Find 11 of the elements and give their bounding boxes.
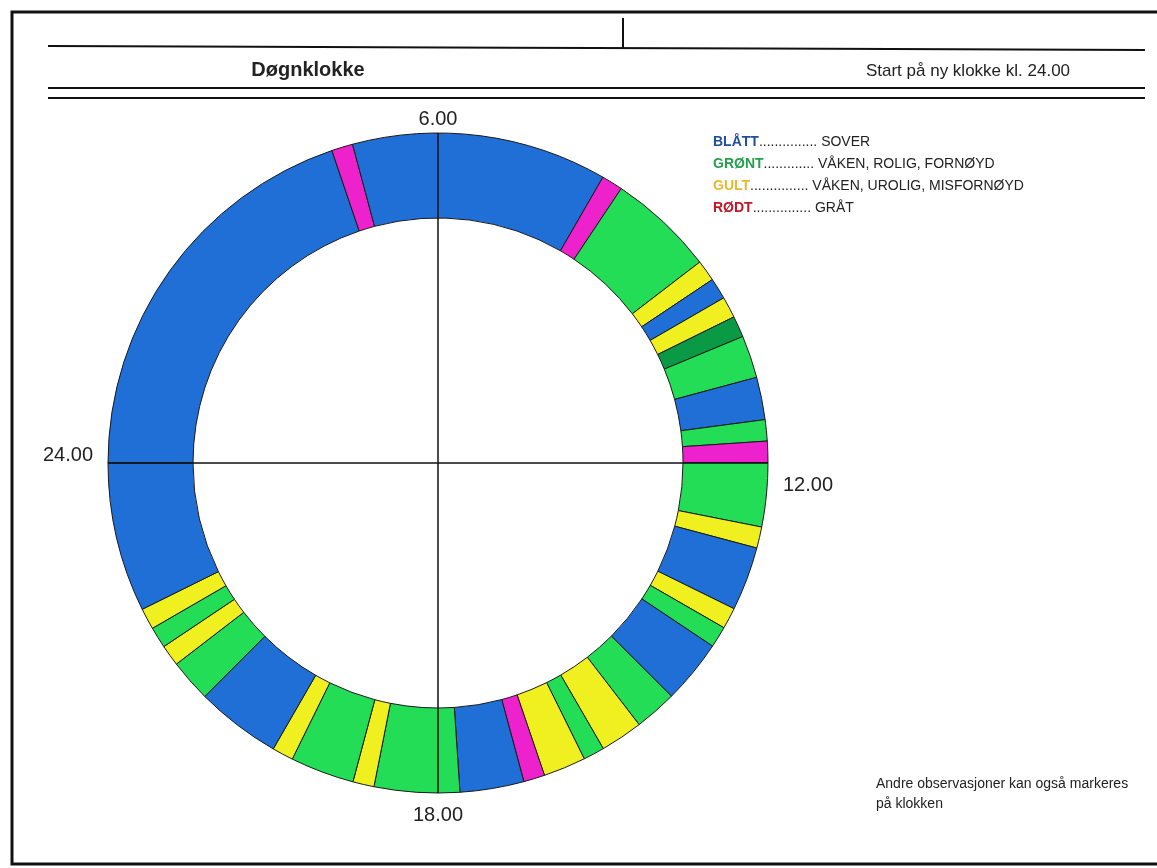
text: 24.00 [42, 443, 94, 465]
text: 6.00 [418, 107, 458, 129]
text: 12.00 [782, 473, 834, 495]
text: Andre observasjoner kan også markeres på klokken [876, 775, 1129, 811]
text: 18.00 [412, 803, 464, 825]
text: RØDT............... GRÅT [713, 199, 855, 215]
text: GULT............... VÅKEN, UROLIG, MISFORNØYD [713, 177, 1024, 193]
text: GRØNT............. VÅKEN, ROLIG, FORNØYD [713, 155, 995, 171]
text: BLÅTT............... SOVER [713, 133, 871, 149]
chart-title: Døgnklokke [251, 58, 365, 80]
text: Start på ny klokke kl. 24.00 [865, 61, 1071, 80]
